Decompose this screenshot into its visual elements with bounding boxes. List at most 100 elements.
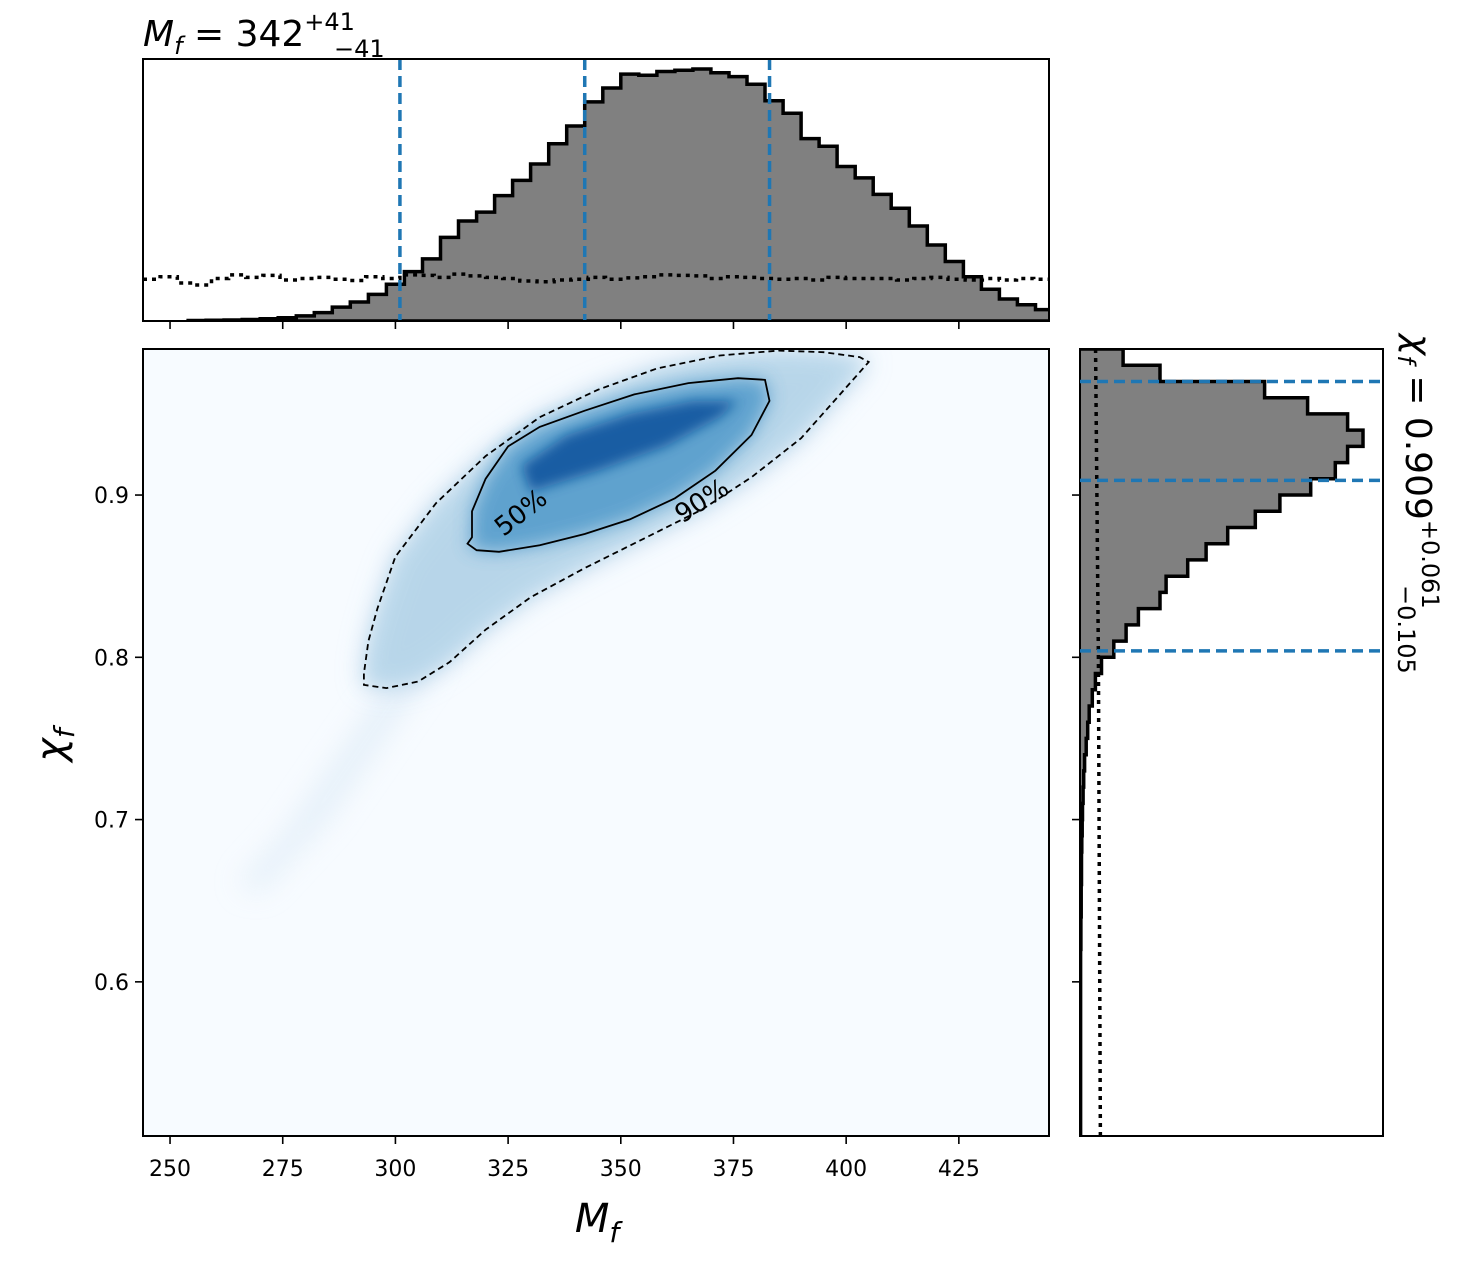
top-hist-bar xyxy=(296,315,315,321)
top-hist-bar xyxy=(1144,320,1163,321)
top-hist-bar xyxy=(1162,320,1181,321)
right-hist-bar xyxy=(1080,397,1308,415)
right-hist-bar xyxy=(1080,657,1102,675)
joint-panel: 50% 90% 250 275 300 325 350 375 400 425 0.60.70.… xyxy=(28,348,1050,1249)
right-marginal-title: χf = 0.909+0.061 xyxy=(1392,332,1444,609)
right-hist-bar xyxy=(1080,689,1093,707)
top-hist-bar xyxy=(855,177,874,321)
top-hist-bar xyxy=(386,284,405,321)
right-hist-bar xyxy=(1080,576,1167,593)
top-marginal-title: Mf = 342+41 xyxy=(143,8,355,60)
y-tick-label: 0.7 xyxy=(94,809,129,834)
x-tick-label: 300 xyxy=(374,1157,416,1182)
top-hist-bar xyxy=(674,70,694,321)
top-hist-bar xyxy=(368,294,387,321)
top-hist-bar xyxy=(422,258,441,321)
top-hist-bar xyxy=(458,220,478,321)
top-hist-bar xyxy=(891,208,910,321)
right-hist-bar xyxy=(1080,770,1084,788)
joint-frame xyxy=(142,348,1050,1137)
right-hist-bar xyxy=(1080,511,1256,528)
top-hist-bar xyxy=(404,271,423,321)
top-hist-bar xyxy=(819,146,838,321)
right-hist-bar xyxy=(1080,462,1336,480)
right-hist-bar xyxy=(1080,754,1085,772)
x-tick-label: 275 xyxy=(262,1157,304,1182)
right-hist-bar xyxy=(1080,592,1160,610)
top-prior-line xyxy=(143,272,1049,287)
density-core xyxy=(521,400,738,492)
top-hist-bar xyxy=(909,226,928,321)
right-hist-bar xyxy=(1080,624,1127,642)
y-axis-ticks: 0.6 0.7 0.8 0.9 xyxy=(94,484,143,996)
top-hist-bar xyxy=(981,289,1000,321)
right-marginal-title-lower: −0.105 xyxy=(1392,585,1420,674)
right-hist-bar xyxy=(1080,478,1311,496)
top-hist-bar xyxy=(1054,313,1073,321)
top-hist-outline xyxy=(186,67,1049,321)
y-axis-label: χf xyxy=(28,724,81,764)
right-marginal-frame xyxy=(1079,348,1384,1137)
right-histogram xyxy=(1080,349,1365,1136)
top-hist-bar xyxy=(548,143,568,321)
top-hist-bar xyxy=(602,87,622,321)
top-hist-bar xyxy=(638,75,658,321)
top-hist-bar xyxy=(999,298,1018,321)
top-hist-bar xyxy=(783,113,802,321)
x-tick-label: 350 xyxy=(600,1157,642,1182)
top-hist-bar xyxy=(314,312,333,321)
top-marginal-panel: Mf = 342+41 −41 xyxy=(142,8,1181,329)
top-hist-bar xyxy=(1126,319,1145,321)
top-hist-bar xyxy=(566,125,586,321)
right-hist-bar xyxy=(1080,446,1348,464)
x-tick-label: 425 xyxy=(938,1157,980,1182)
density-tail xyxy=(237,657,441,893)
x-tick-label: 325 xyxy=(487,1157,529,1182)
right-hist-bar xyxy=(1080,365,1160,382)
right-hist-bar xyxy=(1080,495,1280,512)
right-hist-bar xyxy=(1080,705,1090,723)
top-hist-bar xyxy=(1108,318,1127,321)
top-prior-step xyxy=(143,272,1049,287)
top-hist-bar xyxy=(945,261,964,321)
top-hist-bar xyxy=(332,307,351,321)
density-heatmap xyxy=(237,350,869,893)
right-hist-bar xyxy=(1080,543,1207,561)
top-hist-bar xyxy=(494,195,514,321)
right-hist-bar xyxy=(1080,349,1124,366)
right-hist-bar xyxy=(1080,608,1139,626)
top-hist-bar xyxy=(1017,304,1036,321)
right-hist-bar xyxy=(1080,722,1088,739)
top-hist-bar xyxy=(1090,317,1109,321)
top-credible-lines xyxy=(398,59,772,321)
x-tick-label: 250 xyxy=(149,1157,191,1182)
y-tick-label: 0.9 xyxy=(94,484,129,509)
top-hist-bar xyxy=(1072,315,1091,321)
right-marginal-ticks xyxy=(1072,494,1080,983)
top-hist-bar xyxy=(837,166,856,321)
right-prior-line xyxy=(1093,349,1103,1136)
contour-90pct xyxy=(363,349,871,690)
right-hist-bar xyxy=(1080,381,1265,399)
contour-50pct xyxy=(466,377,771,553)
x-axis-ticks: 250 275 300 325 350 375 400 425 xyxy=(149,1136,980,1182)
top-marginal-frame xyxy=(142,58,1050,322)
top-hist-bar xyxy=(927,245,946,321)
top-hist-bar xyxy=(656,71,676,321)
top-marginal-title-lower: −41 xyxy=(334,35,385,63)
x-tick-label: 400 xyxy=(825,1157,867,1182)
top-hist-bar xyxy=(728,76,748,321)
right-hist-bar xyxy=(1080,430,1363,447)
top-hist-bar xyxy=(350,302,369,321)
top-hist-bar xyxy=(963,276,982,321)
right-hist-bar xyxy=(1080,559,1188,577)
top-hist-bar xyxy=(440,237,460,321)
right-hist-bar xyxy=(1080,738,1087,756)
top-marginal-ticks xyxy=(169,321,960,329)
x-tick-label: 375 xyxy=(712,1157,754,1182)
right-prior-step xyxy=(1093,349,1103,1136)
right-marginal-panel: χf = 0.909+0.061 −0.105 xyxy=(1072,332,1444,1137)
top-hist-bar xyxy=(1035,309,1049,321)
top-hist-bar xyxy=(530,163,550,321)
